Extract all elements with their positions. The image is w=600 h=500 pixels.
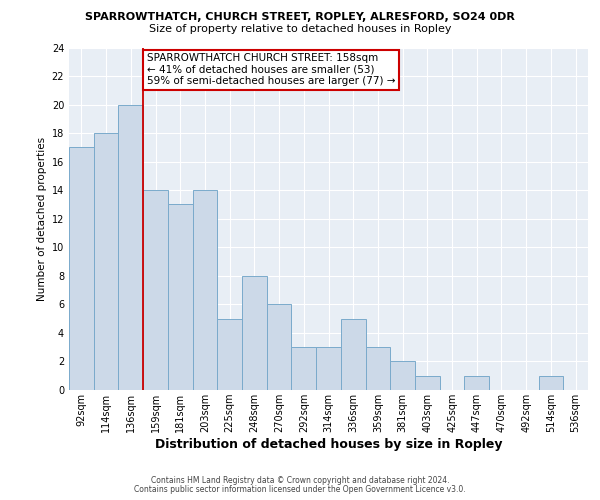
Bar bbox=[539, 376, 563, 390]
Bar bbox=[365, 347, 390, 390]
Bar bbox=[316, 347, 341, 390]
Bar bbox=[94, 133, 118, 390]
Text: Contains public sector information licensed under the Open Government Licence v3: Contains public sector information licen… bbox=[134, 485, 466, 494]
Bar bbox=[69, 148, 94, 390]
Bar bbox=[292, 347, 316, 390]
Bar bbox=[168, 204, 193, 390]
Bar bbox=[118, 104, 143, 390]
Bar bbox=[415, 376, 440, 390]
Bar bbox=[143, 190, 168, 390]
Text: SPARROWTHATCH CHURCH STREET: 158sqm
← 41% of detached houses are smaller (53)
59: SPARROWTHATCH CHURCH STREET: 158sqm ← 41… bbox=[147, 53, 395, 86]
Text: Size of property relative to detached houses in Ropley: Size of property relative to detached ho… bbox=[149, 24, 451, 34]
Bar bbox=[390, 362, 415, 390]
Text: SPARROWTHATCH, CHURCH STREET, ROPLEY, ALRESFORD, SO24 0DR: SPARROWTHATCH, CHURCH STREET, ROPLEY, AL… bbox=[85, 12, 515, 22]
Bar bbox=[193, 190, 217, 390]
Bar bbox=[341, 318, 365, 390]
Bar bbox=[464, 376, 489, 390]
Bar bbox=[267, 304, 292, 390]
Bar bbox=[242, 276, 267, 390]
Bar bbox=[217, 318, 242, 390]
Text: Contains HM Land Registry data © Crown copyright and database right 2024.: Contains HM Land Registry data © Crown c… bbox=[151, 476, 449, 485]
X-axis label: Distribution of detached houses by size in Ropley: Distribution of detached houses by size … bbox=[155, 438, 502, 451]
Y-axis label: Number of detached properties: Number of detached properties bbox=[37, 136, 47, 301]
